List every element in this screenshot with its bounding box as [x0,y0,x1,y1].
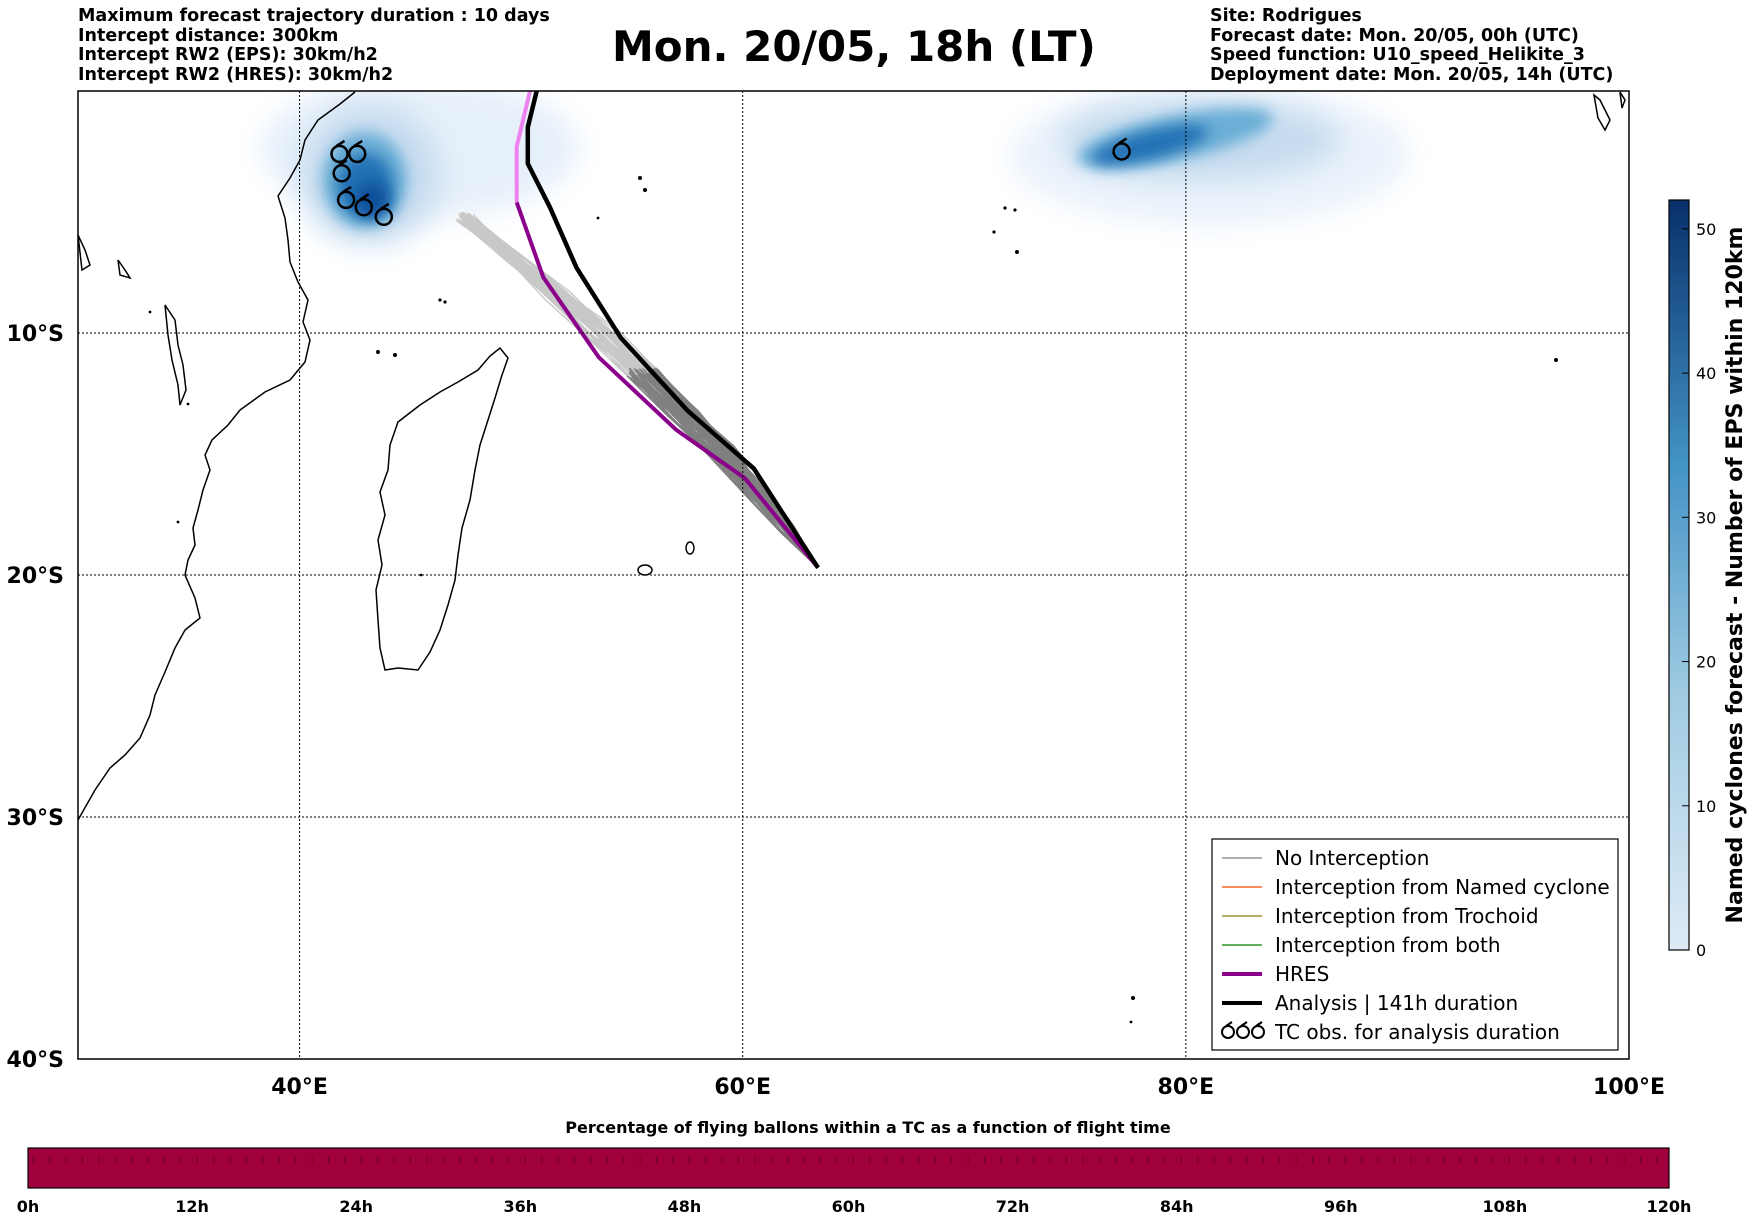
param-intercept-distance: Intercept distance: 300km [78,25,339,46]
ensemble-tracks-early [455,211,661,378]
tc-obs-marker-0 [330,139,349,164]
speed-function: Speed function: U10_speed_Helikite_3 [1210,45,1585,65]
colorbar-tick-label-3: 30 [1696,508,1716,527]
colorbar-tick-label-1: 10 [1696,797,1716,816]
lon-label-1: 60°E [714,1075,771,1100]
colorbar-tick-label-5: 50 [1696,220,1716,239]
time-tick-label-3: 36h [503,1197,537,1216]
time-tick-label-9: 108h [1483,1197,1528,1216]
lon-label-2: 80°E [1158,1075,1215,1100]
coastlines [78,91,1626,821]
time-bar-minor-ticks [28,1148,1669,1188]
tc-obs-marker-1 [347,139,367,164]
legend-label-5: Analysis | 141h duration [1275,991,1518,1015]
time-tick-label-7: 84h [1160,1197,1194,1216]
time-tick-label-2: 24h [339,1197,373,1216]
hres-track [514,201,820,569]
small-islands [148,176,1558,1024]
colorbar-gradient [1668,199,1690,951]
lon-label-3: 100°E [1593,1075,1665,1100]
hres-track-early [514,91,532,203]
forecast-date: Forecast date: Mon. 20/05, 00h (UTC) [1210,25,1579,46]
latitude-labels: 10°S 20°S 30°S 40°S [7,322,64,1073]
colorbar-tick-label-4: 40 [1696,364,1716,383]
colorbar-tick-label-0: 0 [1696,941,1706,960]
ensemble-track-49 [626,375,819,569]
legend-label-2: Interception from Trochoid [1275,904,1539,928]
map-frame [77,90,1630,1060]
time-bar-title: Percentage of flying ballons within a TC… [565,1118,1171,1137]
time-tick-label-4: 48h [668,1197,702,1216]
legend-label-4: HRES [1275,962,1329,986]
tc-obs-marker-2 [332,159,351,183]
tc-obs-marker-5 [374,202,394,227]
time-tick-label-5: 60h [832,1197,866,1216]
tc-obs-marker-6 [1112,137,1131,161]
time-tick-label-6: 72h [996,1197,1030,1216]
forecast-parameters: Maximum forecast trajectory duration : 1… [78,6,550,85]
deployment-date: Deployment date: Mon. 20/05, 14h (UTC) [1210,64,1614,85]
lat-label-1: 20°S [7,564,64,589]
ensemble-track-early-49 [464,217,628,377]
legend-label-0: No Interception [1275,846,1429,870]
legend-label-3: Interception from both [1275,933,1501,957]
tc-obs-marker-3 [336,185,356,210]
analysis-track [525,91,820,569]
param-rw2-hres: Intercept RW2 (HRES): 30km/h2 [78,64,394,85]
tc-observation-markers [330,137,1131,227]
tc-obs-marker-4 [354,193,374,217]
lat-label-3: 40°S [7,1048,64,1073]
time-tick-label-0: 0h [17,1197,40,1216]
lat-label-0: 10°S [7,322,64,347]
longitude-labels: 40°E 60°E 80°E 100°E [271,1075,1665,1100]
legend: No Interception Interception from Named c… [1211,838,1619,1051]
time-tick-label-10: 120h [1647,1197,1692,1216]
density-colorbar: 0 10 20 30 40 50 Named cyclones forecast - Nu… [1668,199,1748,960]
ensemble-tracks [626,367,819,569]
time-tick-label-8: 96h [1324,1197,1358,1216]
page-title: Mon. 20/05, 18h (LT) [612,22,1096,71]
site-name: Site: Rodrigues [1210,6,1362,26]
legend-label-tc-obs: TC obs. for analysis duration [1274,1020,1560,1044]
ensemble-track-early-45 [458,212,629,378]
ensemble-track-early-47 [465,214,630,374]
param-max-duration: Maximum forecast trajectory duration : 1… [78,6,550,26]
site-info: Site: Rodrigues Forecast date: Mon. 20/0… [1210,6,1614,85]
lon-label-0: 40°E [271,1075,328,1100]
legend-box [1211,838,1619,1051]
map-gridlines [78,91,1629,1059]
param-rw2-eps: Intercept RW2 (EPS): 30km/h2 [78,45,378,65]
cyclone-density-east [1010,91,1410,225]
time-tick-label-1: 12h [175,1197,209,1216]
colorbar-label: Named cyclones forecast - Number of EPS … [1723,227,1748,924]
flight-time-bar: Percentage of flying ballons within a TC… [17,1118,1692,1216]
colorbar-tick-label-2: 20 [1696,653,1716,672]
lat-label-2: 30°S [7,806,64,831]
legend-tc-obs-icon [1221,1021,1265,1039]
map-area [78,91,1629,1059]
legend-label-1: Interception from Named cyclone [1275,875,1610,899]
